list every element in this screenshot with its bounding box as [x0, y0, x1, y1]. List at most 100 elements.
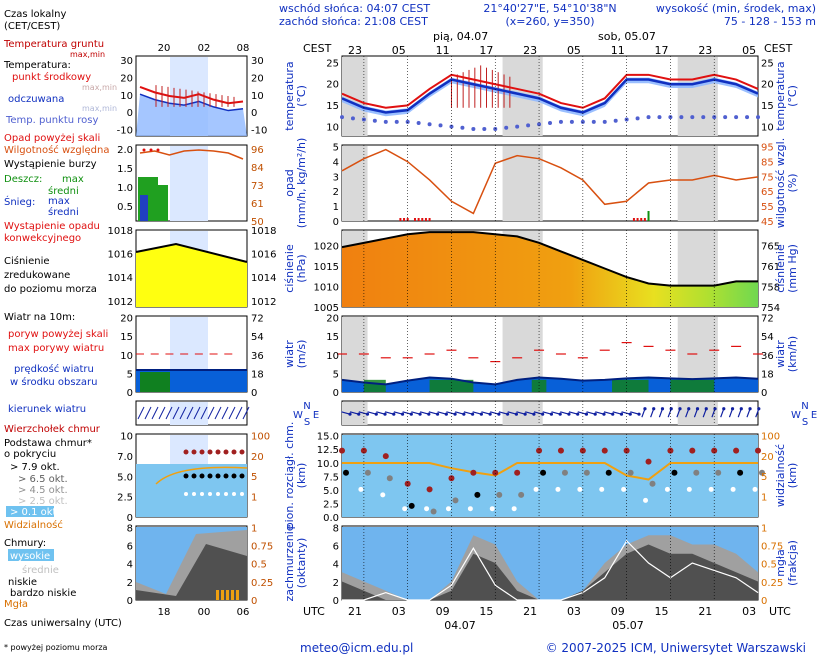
cloud-base-dot-low: [424, 506, 430, 512]
wind-arrow-head: [567, 412, 571, 416]
legend-fog-bar: [226, 590, 229, 600]
legend-pressure-area: [136, 244, 247, 307]
legend-wind-dir: kierunek wiatru: [8, 404, 86, 415]
date1-label: 04.07: [444, 619, 476, 632]
legend-felt: odczuwana: [8, 94, 64, 105]
legend-o01: > 0.1 okt.: [10, 507, 60, 518]
dew-point-dot: [340, 115, 344, 120]
legend-tick-r: 1014: [251, 273, 276, 284]
wind-arrow-head: [462, 412, 466, 416]
legend-tick-r: 5: [251, 472, 257, 483]
wind-arrow-head: [523, 412, 527, 416]
dew-point-dot: [416, 121, 421, 126]
precip-occurrence-mark: [643, 218, 646, 221]
legend-o79: > 7.9 okt.: [10, 462, 60, 473]
footer-copyright: © 2007-2025 ICM, Uniwersytet Warszawski: [546, 641, 806, 655]
wind-arrow-head: [497, 412, 501, 416]
cloud-base-dot: [583, 469, 590, 476]
cloud-base-dot-low: [467, 506, 473, 512]
height-label: wysokość (min, środek, max): [656, 2, 816, 15]
legend-tick-r: -10: [251, 126, 267, 137]
main-tick-r: 20: [761, 452, 774, 463]
legend-tick-r: 0.25: [251, 578, 273, 589]
main-tick-l: 0: [333, 596, 339, 607]
precip-occurrence-mark: [403, 218, 406, 221]
cloud-top-dot: [579, 447, 586, 454]
compass-right-E: E: [811, 410, 817, 421]
legend-tick-l: -10: [117, 126, 133, 137]
legend-wind-arrow: [186, 406, 194, 420]
legend-fog: Mgła: [4, 599, 28, 610]
side-label-2-1: (mm/h, kg/m²/h): [295, 138, 308, 229]
wind-arrow-head: [611, 412, 615, 416]
legend-tick-l: 1016: [108, 250, 133, 261]
footer-email[interactable]: meteo@icm.edu.pl: [300, 641, 413, 655]
cloud-top-dot: [492, 469, 499, 476]
main-tick-l: 0: [333, 217, 339, 228]
legend-above-dot: [156, 148, 160, 152]
wind-arrow-head: [576, 412, 580, 416]
legend-tick-l: 1014: [108, 273, 133, 284]
cloud-base-dot: [759, 469, 765, 476]
legend-gust-above: poryw powyżej skali: [8, 329, 108, 340]
legend-snow-bar: [140, 195, 148, 221]
wind-speed-line: [341, 376, 759, 386]
local-hour-2: 11: [436, 44, 450, 57]
legend-base-dot: [199, 473, 205, 479]
wind-arrow-head: [660, 407, 665, 411]
legend-wind-arrow: [221, 406, 229, 420]
legend-base-dot: [239, 473, 245, 479]
legend-rain-bar2: [158, 185, 168, 221]
legend-base-dot-low: [240, 492, 244, 496]
legend-base-dot-low: [224, 492, 228, 496]
wind-arrow-head: [532, 412, 536, 416]
legend-clouds-title: Chmury:: [4, 538, 46, 549]
cloud-base-dot: [671, 469, 678, 476]
legend-base-dot: [207, 473, 213, 479]
main-tick-r: 758: [761, 282, 780, 293]
side-label-8-1: (km): [295, 463, 308, 489]
wind-arrow-head: [392, 412, 396, 416]
day2-label: sob, 05.07: [598, 30, 656, 43]
wind-arrow-head: [541, 412, 545, 416]
legend-o65: > 6.5 okt.: [18, 474, 68, 485]
main-panels: [336, 55, 765, 601]
night-band-temp-2: [677, 57, 718, 136]
main-tick-l: 0: [333, 388, 339, 399]
main-tick-l: 7.5: [323, 472, 339, 483]
wind-arrow-head: [584, 412, 589, 416]
cloud-top-dot: [536, 447, 543, 454]
dew-point-dot: [471, 126, 476, 131]
legend-pressure-1: Ciśnienie: [4, 255, 50, 267]
legend-low-area: [136, 544, 247, 600]
legend-high: wysokie: [10, 551, 50, 562]
sunrise: wschód słońca: 04:07 CEST: [279, 2, 430, 15]
cloud-base-dot-low: [730, 486, 736, 492]
side-label-6-1: (m/s): [295, 340, 308, 369]
legend-base-dot-low: [208, 492, 212, 496]
local-hour-6: 11: [611, 44, 625, 57]
main-tick-l: 12.5: [317, 445, 339, 456]
dew-point-dot: [383, 119, 388, 124]
cloud-top-dot: [360, 447, 367, 454]
legend-fog-bar: [221, 590, 224, 600]
wind-arrow-head: [435, 412, 440, 416]
dew-point-dot: [526, 123, 531, 128]
compass-left-W: W: [293, 410, 303, 421]
legend-tick-l: 0: [127, 388, 133, 399]
dew-point-dot: [635, 116, 640, 121]
main-tick-r: 85: [761, 157, 774, 168]
legend-fog-bar: [231, 590, 234, 600]
legend-wind-calm: [140, 372, 170, 392]
cloud-base-dot-low: [577, 486, 583, 492]
main-tick-l: 10: [326, 351, 339, 362]
main-tick-l: 5: [333, 369, 339, 380]
legend-tick-r: 1012: [251, 297, 276, 308]
compass-left-N: N: [303, 401, 310, 412]
legend-tick-r: 100: [251, 432, 270, 443]
wind-arrow-head: [453, 412, 457, 416]
legend-mid: średnie: [22, 564, 59, 576]
cloud-top-dot: [404, 480, 411, 487]
wind-arrow-head: [444, 412, 448, 416]
